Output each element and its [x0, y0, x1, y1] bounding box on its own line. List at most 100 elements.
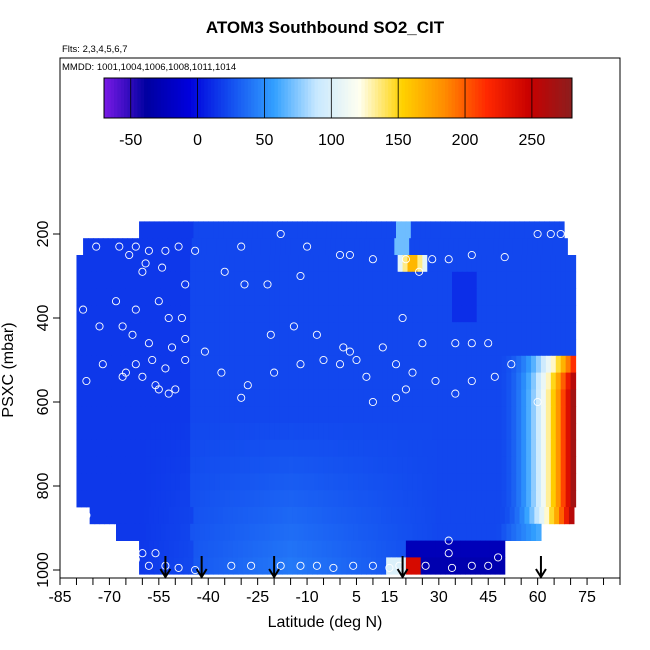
sample-point	[345, 250, 354, 260]
sample-point	[82, 511, 91, 520]
sample-point	[401, 255, 410, 264]
colorbar-tick-label: 200	[452, 132, 479, 149]
sample-point	[507, 360, 516, 369]
sample-point	[276, 229, 285, 239]
sample-point	[398, 313, 407, 323]
sample-point	[500, 253, 509, 262]
sample-point	[467, 339, 476, 348]
sample-point	[128, 330, 137, 339]
sample-point	[418, 339, 427, 348]
sample-point	[131, 305, 140, 314]
sample-point	[171, 385, 180, 394]
x-tick-label: -10	[295, 589, 318, 606]
sample-point	[556, 229, 565, 239]
sample-point	[237, 242, 246, 251]
colorbar-tick-label: 150	[385, 132, 412, 149]
sample-point	[138, 372, 147, 381]
sample-point	[391, 393, 401, 402]
sample-point	[191, 565, 200, 575]
sample-point	[362, 372, 371, 381]
sample-point	[266, 330, 275, 339]
sample-point	[484, 339, 493, 348]
sample-point	[263, 280, 272, 289]
sample-point	[444, 536, 453, 545]
sample-point	[319, 355, 328, 365]
x-tick-label: -85	[48, 589, 71, 606]
sample-point	[270, 368, 279, 377]
sample-point	[95, 322, 104, 331]
sample-point	[181, 355, 190, 365]
sample-point	[138, 267, 147, 276]
sample-point	[167, 343, 177, 352]
sample-point	[368, 561, 377, 570]
y-tick-label: 600	[35, 389, 52, 416]
sample-point	[467, 561, 476, 570]
sample-point	[447, 563, 457, 572]
sample-point	[451, 339, 460, 348]
sample-point	[415, 267, 424, 276]
sample-point	[148, 355, 157, 365]
sample-point	[151, 549, 160, 558]
sample-point	[349, 561, 358, 570]
y-tick-label: 200	[35, 221, 52, 248]
sample-point	[79, 305, 88, 314]
x-tick-label: 60	[529, 589, 547, 606]
sample-point	[144, 561, 153, 570]
sample-point	[533, 397, 542, 407]
flights-note: Flts: 2,3,4,5,6,7	[62, 44, 128, 55]
sample-point	[191, 246, 200, 255]
sample-point	[494, 553, 503, 562]
sample-point	[131, 242, 140, 251]
sample-point	[131, 360, 140, 369]
sample-point	[431, 376, 440, 386]
colorbar-tick-label: 0	[193, 132, 202, 149]
sample-point	[144, 246, 153, 255]
sample-point	[164, 389, 173, 398]
sample-point	[444, 549, 453, 558]
sample-points	[79, 229, 565, 575]
arrow-head	[535, 568, 547, 579]
arrow-head	[195, 568, 208, 579]
sample-point	[237, 393, 246, 402]
colorbar-tick-label: -50	[119, 132, 142, 149]
x-tick-label: -40	[197, 589, 220, 606]
sample-point	[368, 397, 377, 407]
x-tick-label: -25	[246, 589, 269, 606]
sample-point	[490, 372, 499, 381]
sample-point	[141, 259, 150, 268]
sample-point	[533, 229, 542, 239]
sample-point	[181, 334, 190, 344]
y-axis-label: PSXC (mbar)	[0, 322, 17, 418]
sample-point	[329, 563, 338, 572]
x-tick-label: 45	[479, 589, 497, 606]
sample-point	[217, 368, 226, 377]
sample-point	[467, 250, 476, 260]
x-axis-label: Latitude (deg N)	[267, 614, 383, 631]
sample-point	[276, 561, 285, 570]
x-tick-label: 75	[578, 589, 596, 606]
sample-point	[296, 271, 305, 281]
sample-point	[421, 561, 430, 570]
arrow-head	[396, 568, 409, 579]
colorbar-frame	[103, 77, 573, 119]
sample-point	[227, 561, 236, 570]
sample-point	[303, 242, 312, 251]
y-tick-label: 1000	[35, 552, 52, 588]
sample-point	[177, 313, 186, 323]
y-tick-label: 800	[35, 473, 52, 500]
x-tick-label: 5	[352, 589, 361, 606]
sample-point	[296, 561, 305, 570]
sample-point	[158, 263, 167, 272]
colorbar: -50 0 50 100 150 200 250	[103, 77, 573, 149]
sample-point	[335, 360, 345, 369]
sample-point	[161, 364, 170, 373]
sample-point	[115, 242, 124, 251]
sample-point	[401, 385, 410, 394]
y-tick-label: 400	[35, 305, 52, 332]
sample-point	[335, 250, 345, 260]
chart-title: ATOM3 Southbound SO2_CIT	[205, 18, 445, 37]
x-tick-label: -70	[98, 589, 121, 606]
sample-point	[118, 322, 127, 331]
sample-point	[82, 376, 91, 386]
sample-point	[546, 229, 555, 239]
